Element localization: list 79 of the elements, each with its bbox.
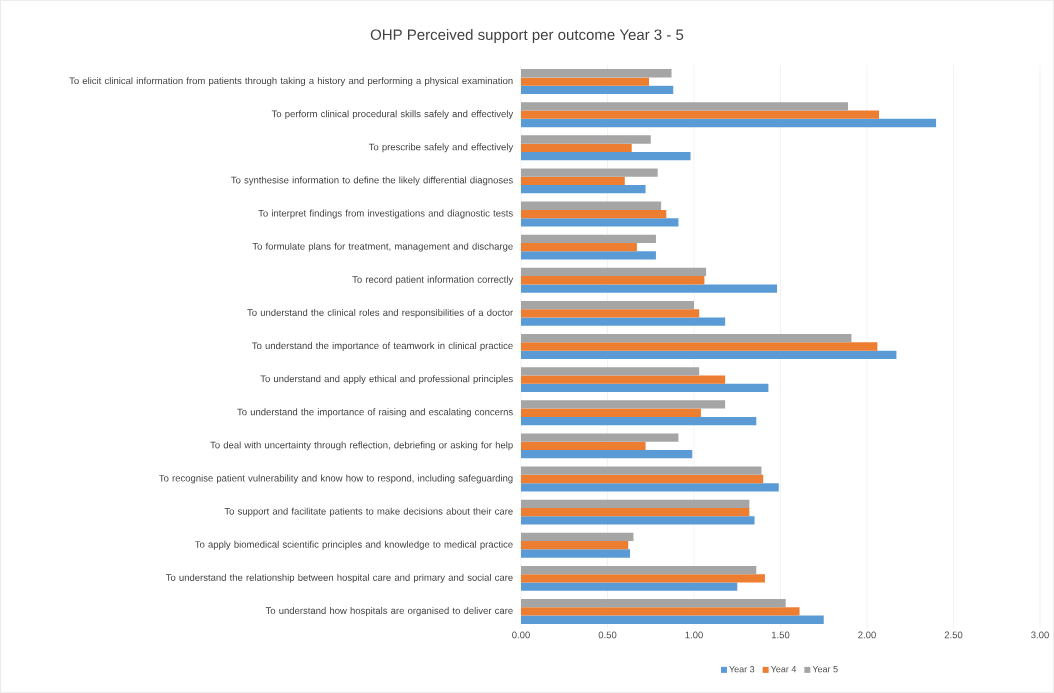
bar: [521, 309, 700, 318]
y-tick-label: To synthesise information to define the likely differential diagnoses: [231, 176, 513, 186]
bar: [521, 375, 726, 384]
y-tick-label: To apply biomedical scientific principles and knowledge to medical practice: [195, 540, 513, 550]
y-tick-label: To perform clinical procedural skills safely and effectively: [271, 110, 514, 120]
y-tick-label: To record patient information correctly: [352, 275, 514, 285]
x-tick-label: 1.00: [685, 631, 703, 639]
y-tick-label: To understand and apply ethical and professional principles: [260, 375, 513, 385]
chart-title: OHP Perceived support per outcome Year 3 - 5: [370, 29, 684, 43]
bar: [521, 300, 694, 310]
y-tick-label: To understand the clinical roles and responsibilities of a doctor: [247, 308, 513, 318]
bar: [521, 234, 656, 243]
x-tick-label: 2.50: [944, 631, 963, 639]
bar: [521, 168, 658, 177]
bar: [521, 209, 667, 219]
bar: [521, 69, 672, 78]
y-tick-label: To understand the importance of raising and escalating concerns: [237, 408, 513, 418]
bar: [521, 400, 726, 409]
x-tick-label: 3.00: [1031, 631, 1049, 639]
bar: [521, 607, 800, 616]
y-tick-label: To deal with uncertainty through reflection, debriefing or asking for help: [210, 441, 513, 451]
y-tick-label: To support and facilitate patients to make decisions about their care: [224, 507, 513, 517]
bar: [521, 118, 937, 128]
bar: [521, 474, 764, 484]
bar: [521, 342, 878, 351]
bar: [521, 450, 693, 459]
bar: [521, 541, 629, 550]
bar: [521, 334, 852, 343]
bar: [521, 176, 625, 186]
bar: [521, 574, 765, 583]
bar: [521, 466, 762, 475]
bar: [521, 317, 726, 326]
bar: [521, 77, 650, 86]
bar: [521, 433, 679, 442]
bar: [521, 110, 880, 119]
y-tick-label: To formulate plans for treatment, management and discharge: [252, 242, 513, 252]
bar: [521, 267, 707, 277]
legend-label: Year 3: [729, 665, 755, 673]
bar: [521, 582, 738, 591]
legend-label: Year 4: [770, 666, 797, 673]
bar: [521, 483, 779, 492]
y-tick-label: To understand how hospitals are organised to deliver care: [265, 607, 513, 616]
bar: [521, 243, 637, 252]
bar: [521, 565, 757, 575]
bar: [521, 441, 646, 451]
bar: [521, 251, 656, 260]
bar: [521, 185, 646, 194]
bar: [521, 408, 701, 417]
bar: [521, 549, 630, 558]
bar: [521, 615, 824, 624]
x-tick-label: 0.00: [512, 631, 530, 639]
y-tick-label: To understand the importance of teamwork in clinical practice: [252, 342, 513, 351]
bar: [521, 284, 778, 293]
x-tick-label: 0.50: [598, 631, 617, 639]
bar: [521, 102, 848, 111]
bar: [521, 135, 651, 144]
bar: [521, 151, 691, 161]
bar: [521, 367, 700, 376]
bar: [521, 499, 750, 508]
y-tick-label: To recognise patient vulnerability and know how to respond, including safeguarding: [159, 474, 513, 484]
bar: [521, 143, 632, 152]
bar: [521, 516, 755, 525]
x-tick-label: 2.00: [858, 631, 876, 639]
y-tick-label: To interpret findings from investigations and diagnostic tests: [258, 209, 513, 219]
legend-label: Year 5: [812, 666, 838, 673]
x-tick-label: 1.50: [771, 631, 790, 639]
bar: [521, 507, 750, 517]
bar: [521, 201, 662, 210]
y-tick-label: To understand the relationship between hospital care and primary and social care: [165, 573, 513, 583]
y-tick-label: To elicit clinical information from patients through taking a history and performing a physical examination: [69, 77, 513, 86]
bar: [521, 532, 634, 542]
bar: [521, 350, 897, 359]
y-tick-label: To prescribe safely and effectively: [368, 143, 514, 153]
bar: [521, 85, 674, 95]
bar: [521, 599, 786, 608]
bar: [521, 276, 705, 285]
bar: [521, 383, 769, 393]
bar: [521, 416, 757, 426]
bar: [521, 218, 679, 227]
